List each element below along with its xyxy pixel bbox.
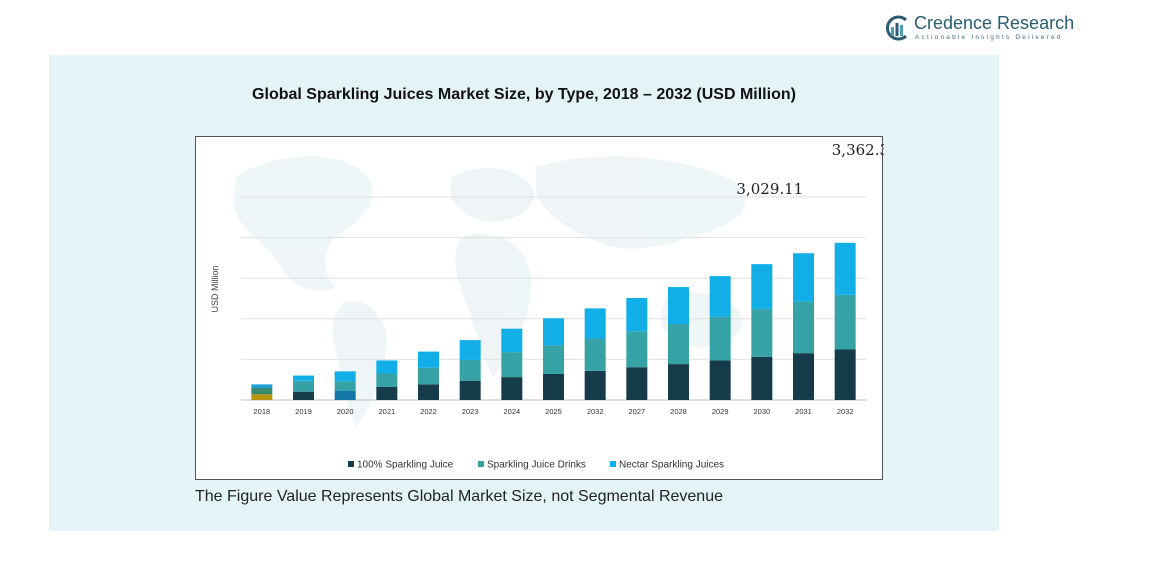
bar-2028-100-sparkling-juice [668,364,689,400]
legend[interactable]: 100% Sparkling Juice Sparkling Juice Drin… [348,460,724,471]
bar-2032-nectar-sparkling-juices [834,242,856,295]
x-tick-label: 2031 [795,407,812,416]
bar-2031-sparkling-juice-drinks [793,301,814,354]
bar-2027-sparkling-juice-drinks [626,331,648,368]
data-annotations: 3,362.32 3,029.11 [736,141,884,198]
credence-research-logo[interactable]: Credence Research Actionable Insights De… [884,12,1074,46]
bar-2032-sparkling-juice-drinks [584,338,606,371]
bar-2029-100-sparkling-juice [709,360,731,400]
bar-2023-nectar-sparkling-juices [459,340,481,360]
bar-2023-sparkling-juice-drinks [459,359,481,381]
bar-2027-nectar-sparkling-juices [626,297,648,332]
legend-item[interactable]: Sparkling Juice Drinks [478,460,586,471]
bar-2019-sparkling-juice-drinks [293,380,314,392]
bar-2025-sparkling-juice-drinks [543,345,564,374]
x-tick-label: 2023 [462,407,479,416]
bar-2018-sparkling-juice-drinks [251,388,273,395]
legend-swatch [610,461,616,467]
bar-2032-nectar-sparkling-juices [584,308,606,339]
bar-2028-sparkling-juice-drinks [668,324,689,365]
bar-2018-nectar-sparkling-juices [251,384,273,389]
bar-2030-100-sparkling-juice [751,356,773,400]
bars-group [251,242,856,400]
legend-item[interactable]: 100% Sparkling Juice [348,460,454,471]
bar-2019-100-sparkling-juice [293,391,314,400]
x-tick-label: 2019 [295,407,312,416]
bar-2024-nectar-sparkling-juices [501,328,523,353]
bar-2025-nectar-sparkling-juices [543,318,564,346]
x-tick-label: 2029 [712,407,729,416]
bar-2025-100-sparkling-juice [543,373,564,400]
bar-2022-100-sparkling-juice [418,384,439,400]
x-tick-label: 2018 [253,407,270,416]
legend-label: 100% Sparkling Juice [357,460,454,471]
x-tick-label: 2021 [378,407,395,416]
bar-2019-nectar-sparkling-juices [293,375,314,381]
x-tick-label: 2032 [837,407,854,416]
bar-2032-sparkling-juice-drinks [834,294,856,350]
bar-2021-nectar-sparkling-juices [376,360,398,374]
legend-swatch [348,461,354,467]
bar-2020-100-sparkling-juice [334,390,356,400]
bar-2029-sparkling-juice-drinks [709,316,731,361]
bar-2029-nectar-sparkling-juices [709,276,731,317]
x-tick-label: 2020 [337,407,354,416]
legend-item[interactable]: Nectar Sparkling Juices [610,460,724,471]
chart-svg: 2018 2019 2020 2021 2022 2023 2024 2025 2032 2027… [210,141,884,471]
bar-2021-sparkling-juice-drinks [376,373,398,387]
bar-2030-sparkling-juice-drinks [751,308,773,357]
annotation-label: 3,029.11 [736,180,803,198]
legend-label: Sparkling Juice Drinks [487,460,586,471]
footnote: The Figure Value Represents Global Marke… [195,488,723,505]
bar-2024-sparkling-juice-drinks [501,352,523,378]
y-axis-label: USD Million [210,265,220,312]
x-tick-labels: 2018 2019 2020 2021 2022 2023 2024 2025 2032 2027… [253,407,853,416]
legend-swatch [478,461,484,467]
bar-2027-100-sparkling-juice [626,367,648,400]
chart-title: Global Sparkling Juices Market Size, by … [252,86,796,103]
bar-2022-sparkling-juice-drinks [418,367,439,385]
x-tick-label: 2027 [628,407,645,416]
x-tick-label: 2028 [670,407,687,416]
logo-mark-icon [886,15,908,41]
logo-tagline: Actionable Insights Delivered [915,34,1063,41]
bar-2028-nectar-sparkling-juices [668,287,689,325]
logo-brand-name: Credence Research [914,13,1075,33]
x-tick-label: 2025 [545,407,562,416]
bar-2021-100-sparkling-juice [376,386,398,400]
x-tick-label: 2032 [587,407,604,416]
annotation-label: 3,362.32 [832,141,884,159]
bar-2022-nectar-sparkling-juices [418,351,439,368]
x-tick-label: 2030 [753,407,770,416]
bar-2031-nectar-sparkling-juices [793,253,814,302]
bar-2024-100-sparkling-juice [501,377,523,400]
bar-2023-100-sparkling-juice [459,380,481,400]
bar-2032-100-sparkling-juice [584,370,606,400]
bar-2020-nectar-sparkling-juices [334,371,356,382]
legend-label: Nectar Sparkling Juices [619,460,724,471]
x-tick-label: 2022 [420,407,437,416]
x-tick-label: 2024 [503,407,520,416]
bar-2031-100-sparkling-juice [793,353,814,400]
bar-2030-nectar-sparkling-juices [751,264,773,309]
chart-area: 2018 2019 2020 2021 2022 2023 2024 2025 2032 2027… [195,136,884,480]
bar-2020-sparkling-juice-drinks [334,381,356,391]
bar-2032-100-sparkling-juice [834,349,856,400]
bar-2018-100-sparkling-juice [251,394,273,400]
